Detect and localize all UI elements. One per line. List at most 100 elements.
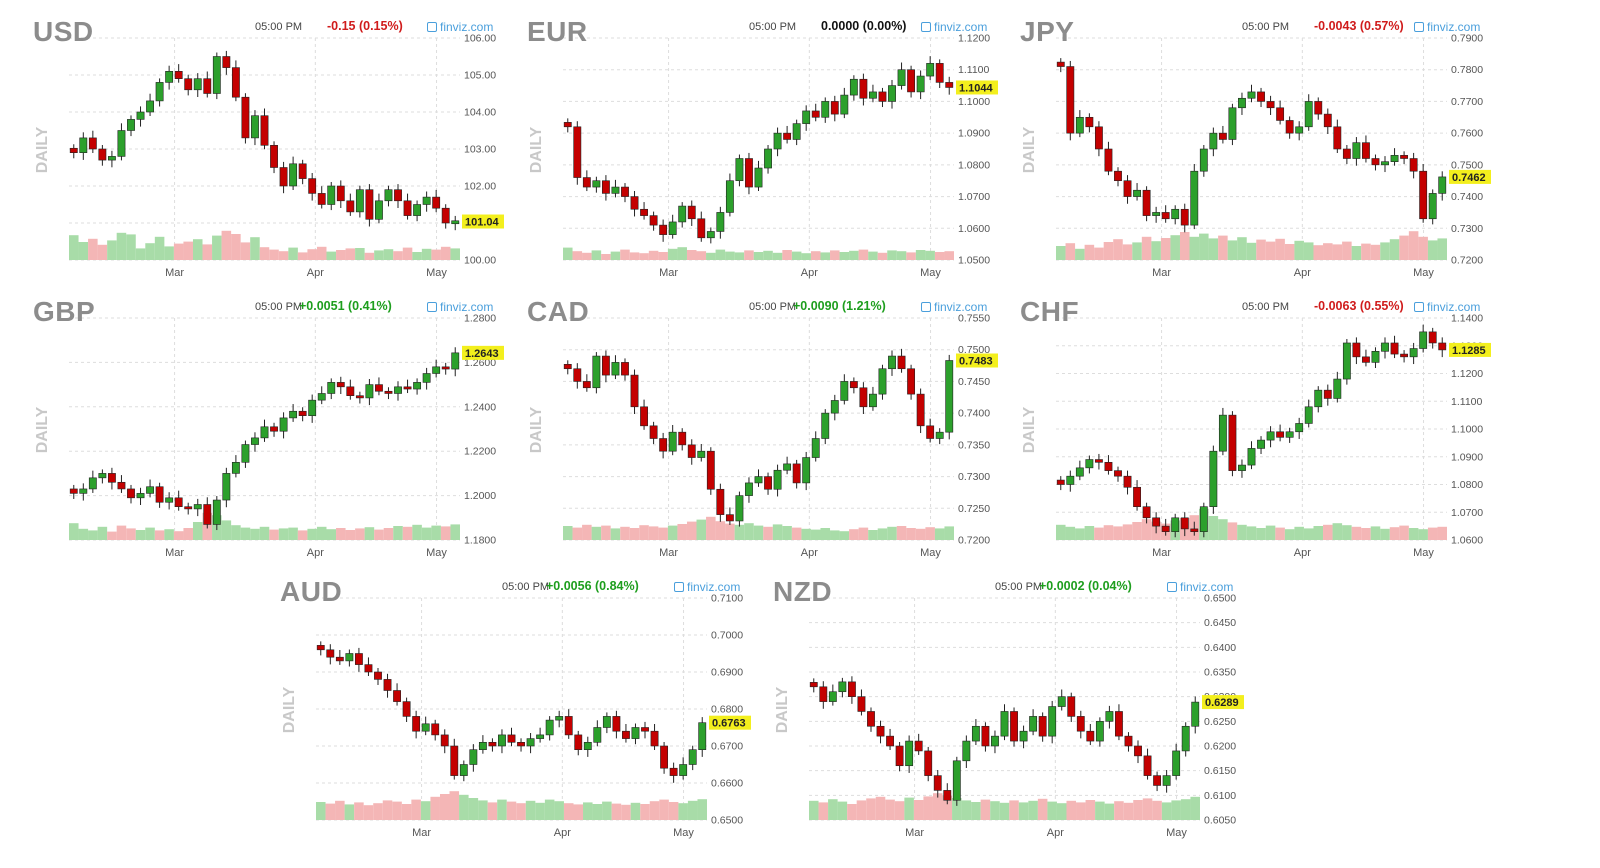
y-tick-label: 0.6250 xyxy=(1204,716,1236,728)
candle-body xyxy=(1115,711,1123,737)
volume-bar xyxy=(601,525,611,540)
candle-body xyxy=(336,185,345,202)
volume-bar xyxy=(706,252,716,260)
candle-body xyxy=(783,132,792,140)
candle-body xyxy=(117,130,126,157)
volume-bar xyxy=(639,253,649,260)
candle-body xyxy=(668,221,677,235)
chart-panel-aud[interactable]: 0.7100 0.7000 0.6900 0.6800 0.6700 0.6600 0.65… xyxy=(280,570,760,840)
finviz-link[interactable]: finviz.com xyxy=(1167,580,1233,594)
candle-body xyxy=(327,185,336,205)
volume-bar xyxy=(439,794,450,820)
volume-bar xyxy=(1351,246,1362,260)
volume-bar xyxy=(364,527,375,540)
volume-bar xyxy=(1018,802,1029,820)
volume-bar xyxy=(1171,800,1181,820)
volume-bar xyxy=(849,529,859,540)
volume-bar xyxy=(1227,240,1238,260)
finviz-link[interactable]: finviz.com xyxy=(427,20,493,34)
chart-panel-chf[interactable]: 1.14001.13001.12001.11001.10001.09001.08… xyxy=(1020,290,1500,560)
volume-bar xyxy=(639,525,649,540)
candle-body xyxy=(1228,414,1237,471)
candle-body xyxy=(488,742,497,747)
x-tick-label: May xyxy=(1166,827,1187,839)
chart-panel-jpy[interactable]: 0.7900 0.7800 0.7700 0.7600 0.7500 0.7400 0.73… xyxy=(1020,10,1500,280)
volume-bar xyxy=(1141,236,1152,260)
volume-bar xyxy=(1303,528,1314,540)
finviz-link[interactable]: finviz.com xyxy=(921,300,987,314)
volume-bar xyxy=(887,526,897,540)
candle-body xyxy=(413,204,422,216)
candle-body xyxy=(316,645,325,651)
y-tick-label: 0.7350 xyxy=(958,439,990,451)
finviz-label: finviz.com xyxy=(1427,300,1481,314)
y-tick-label: 0.7250 xyxy=(958,503,990,515)
volume-bar xyxy=(412,524,422,540)
volume-bar xyxy=(440,526,451,540)
chart-panel-nzd[interactable]: 0.65000.64500.64000.63500.63000.62500.62… xyxy=(773,570,1253,840)
camera-icon xyxy=(427,22,437,32)
finviz-link[interactable]: finviz.com xyxy=(1414,20,1480,34)
camera-icon xyxy=(921,22,931,32)
volume-bar xyxy=(440,246,451,260)
y-tick-label: 0.7000 xyxy=(711,630,743,642)
candle-body xyxy=(849,381,858,389)
y-tick-label: 1.0700 xyxy=(1451,507,1483,519)
candle-body xyxy=(563,364,572,370)
candle-body xyxy=(962,740,971,762)
volume-bar xyxy=(1065,243,1076,260)
candle-body xyxy=(895,745,904,767)
volume-bar xyxy=(1103,525,1114,540)
finviz-link[interactable]: finviz.com xyxy=(674,580,740,594)
candle-body xyxy=(659,224,668,235)
volume-bar xyxy=(1246,526,1257,540)
candle-body xyxy=(838,681,847,693)
volume-bar xyxy=(1370,526,1381,540)
candle-body xyxy=(412,716,421,732)
volume-bar xyxy=(915,528,926,540)
candle-body xyxy=(1381,342,1389,352)
finviz-label: finviz.com xyxy=(1427,20,1481,34)
candle-body xyxy=(907,368,916,395)
candle-body xyxy=(1114,470,1122,477)
chart-panel-gbp[interactable]: 1.2800 1.2600 1.2400 1.2200 1.2000 1.1800 Mar A… xyxy=(33,290,513,560)
chart-panel-eur[interactable]: 1.1200 1.1100 1.1000 1.0900 1.0800 1.0700 1.06… xyxy=(527,10,1007,280)
volume-bar xyxy=(658,252,668,260)
finviz-label: finviz.com xyxy=(934,20,988,34)
y-tick-label: 1.0600 xyxy=(1451,535,1483,547)
candle-body xyxy=(601,355,610,376)
chart-panel-usd[interactable]: 106.00105.00104.00103.00102.00101.00100.… xyxy=(33,10,513,280)
volume-bar xyxy=(345,248,356,260)
y-tick-label: 1.0900 xyxy=(1451,451,1483,463)
finviz-link[interactable]: finviz.com xyxy=(427,300,493,314)
candle-body xyxy=(431,723,440,736)
candle-body xyxy=(1105,711,1114,722)
volume-bar xyxy=(1323,524,1333,540)
finviz-link[interactable]: finviz.com xyxy=(1414,300,1480,314)
currency-symbol: NZD xyxy=(773,576,833,607)
volume-bar xyxy=(1094,247,1104,260)
chart-panel-cad[interactable]: 0.7550 0.7500 0.7450 0.7400 0.7350 0.7300 0.72… xyxy=(527,290,1007,560)
candle-body xyxy=(792,463,801,484)
candle-body xyxy=(1409,348,1418,358)
daily-label: DAILY xyxy=(528,406,545,453)
volume-bar xyxy=(1009,800,1019,820)
volume-bar xyxy=(999,802,1010,820)
finviz-link[interactable]: finviz.com xyxy=(921,20,987,34)
volume-bar xyxy=(450,524,460,540)
volume-bar xyxy=(715,521,726,540)
chart-svg: 0.7100 0.7000 0.6900 0.6800 0.6700 0.6600 0.65… xyxy=(281,593,751,839)
volume-bar xyxy=(925,527,935,540)
candle-body xyxy=(79,137,88,154)
candle-body xyxy=(725,514,734,522)
volume-bar xyxy=(78,528,89,540)
volume-bar xyxy=(649,801,660,820)
volume-bar xyxy=(1075,248,1085,260)
candle-body xyxy=(1371,158,1380,166)
candle-body xyxy=(432,366,441,374)
volume-bar xyxy=(1294,240,1304,260)
volume-bar xyxy=(259,247,270,260)
volume-bar xyxy=(830,250,840,260)
candle-body xyxy=(971,725,980,742)
x-tick-label: Apr xyxy=(307,267,324,279)
